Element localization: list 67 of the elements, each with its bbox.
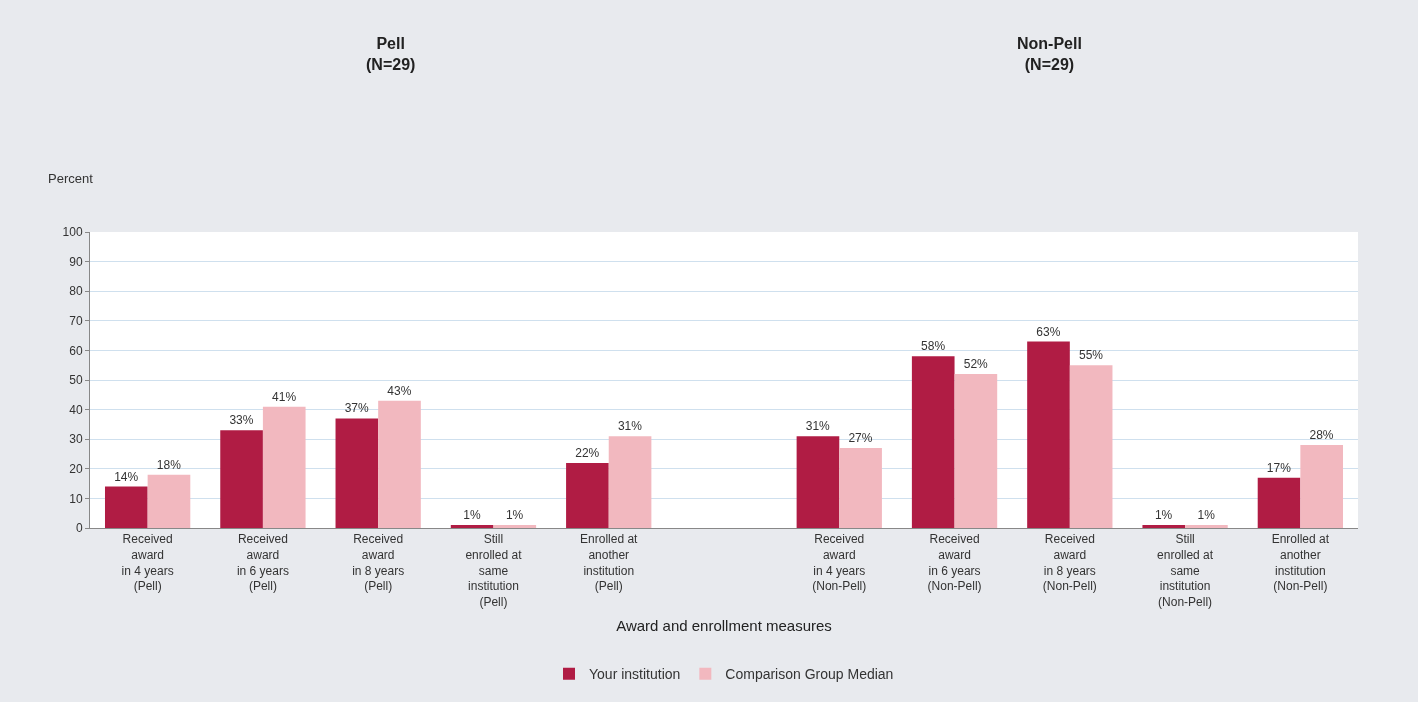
- bar: [1027, 341, 1070, 528]
- x-tick-label: Received award in 8 years (Pell): [352, 532, 405, 594]
- y-tick-label: 70: [69, 314, 83, 328]
- data-label: 63%: [1036, 324, 1061, 339]
- y-tick-label: 30: [69, 432, 83, 447]
- data-label: 31%: [617, 419, 643, 434]
- data-label: 41%: [272, 389, 297, 404]
- data-label: 52%: [963, 357, 989, 372]
- bar: [378, 400, 421, 528]
- y-tick-label: 60: [69, 343, 83, 358]
- bar: [104, 486, 148, 528]
- x-tick-label: Received award in 6 years (Non-Pell): [927, 532, 982, 594]
- x-tick-label: Still enrolled at same institution (Pell): [465, 532, 523, 609]
- bar: [1142, 525, 1186, 528]
- y-tick-label: 90: [69, 254, 83, 269]
- bar: [262, 406, 306, 528]
- data-label: 14%: [114, 469, 139, 484]
- data-label: 58%: [921, 339, 946, 354]
- x-tick-label: Received award in 8 years (Non-Pell): [1042, 532, 1097, 594]
- data-label: 31%: [805, 419, 831, 434]
- bar: [954, 374, 998, 528]
- x-axis-title: Award and enrollment measures: [616, 616, 832, 634]
- bar: [839, 448, 882, 528]
- bar: [335, 418, 379, 528]
- data-label: 55%: [1078, 348, 1104, 363]
- bar: [1069, 365, 1113, 528]
- y-axis-title: Percent: [48, 171, 94, 186]
- data-label: 22%: [575, 445, 600, 460]
- bar: [220, 430, 263, 528]
- data-label: 33%: [229, 413, 254, 428]
- text: Pell (N=29): [366, 35, 416, 73]
- y-tick-label: 20: [69, 462, 83, 476]
- bar: [450, 525, 494, 528]
- bar: [608, 436, 652, 528]
- text: Non-Pell (N=29): [1017, 35, 1082, 73]
- bar: [1185, 525, 1228, 528]
- legend-label: Comparison Group Median: [725, 666, 894, 683]
- data-label: 28%: [1309, 428, 1334, 443]
- bar: [911, 356, 955, 528]
- bar: [147, 474, 191, 528]
- bar: [566, 462, 609, 528]
- x-tick-label: Received award in 6 years (Pell): [236, 532, 289, 594]
- data-label: 1%: [463, 508, 481, 523]
- y-tick-label: 10: [69, 491, 83, 506]
- data-label: 1%: [505, 508, 524, 523]
- bar: [493, 525, 537, 528]
- y-tick-label: 50: [69, 373, 83, 388]
- data-label: 27%: [848, 431, 873, 446]
- y-tick-label: 40: [69, 402, 83, 417]
- y-tick-label: 0: [75, 521, 83, 536]
- bar: [1300, 445, 1344, 528]
- y-tick-label: 100: [62, 225, 83, 240]
- data-label: 1%: [1154, 508, 1173, 523]
- x-tick-label: Enrolled at another institution (Non-Pell): [1271, 532, 1330, 594]
- y-tick-label: 80: [69, 284, 83, 299]
- x-tick-label: Received award in 4 years (Non-Pell): [812, 532, 867, 594]
- data-label: 43%: [387, 383, 412, 398]
- bar: [796, 436, 840, 528]
- x-tick-label: Received award in 4 years (Pell): [121, 532, 174, 594]
- data-label: 1%: [1197, 508, 1216, 523]
- x-tick-label: Enrolled at another institution (Pell): [580, 532, 639, 594]
- data-label: 18%: [156, 457, 182, 472]
- data-label: 37%: [344, 401, 370, 416]
- x-tick-label: Still enrolled at same institution (Non-Pell): [1157, 532, 1214, 609]
- bar: [1257, 477, 1301, 528]
- data-label: 17%: [1266, 460, 1292, 475]
- legend-label: Your institution: [589, 666, 681, 683]
